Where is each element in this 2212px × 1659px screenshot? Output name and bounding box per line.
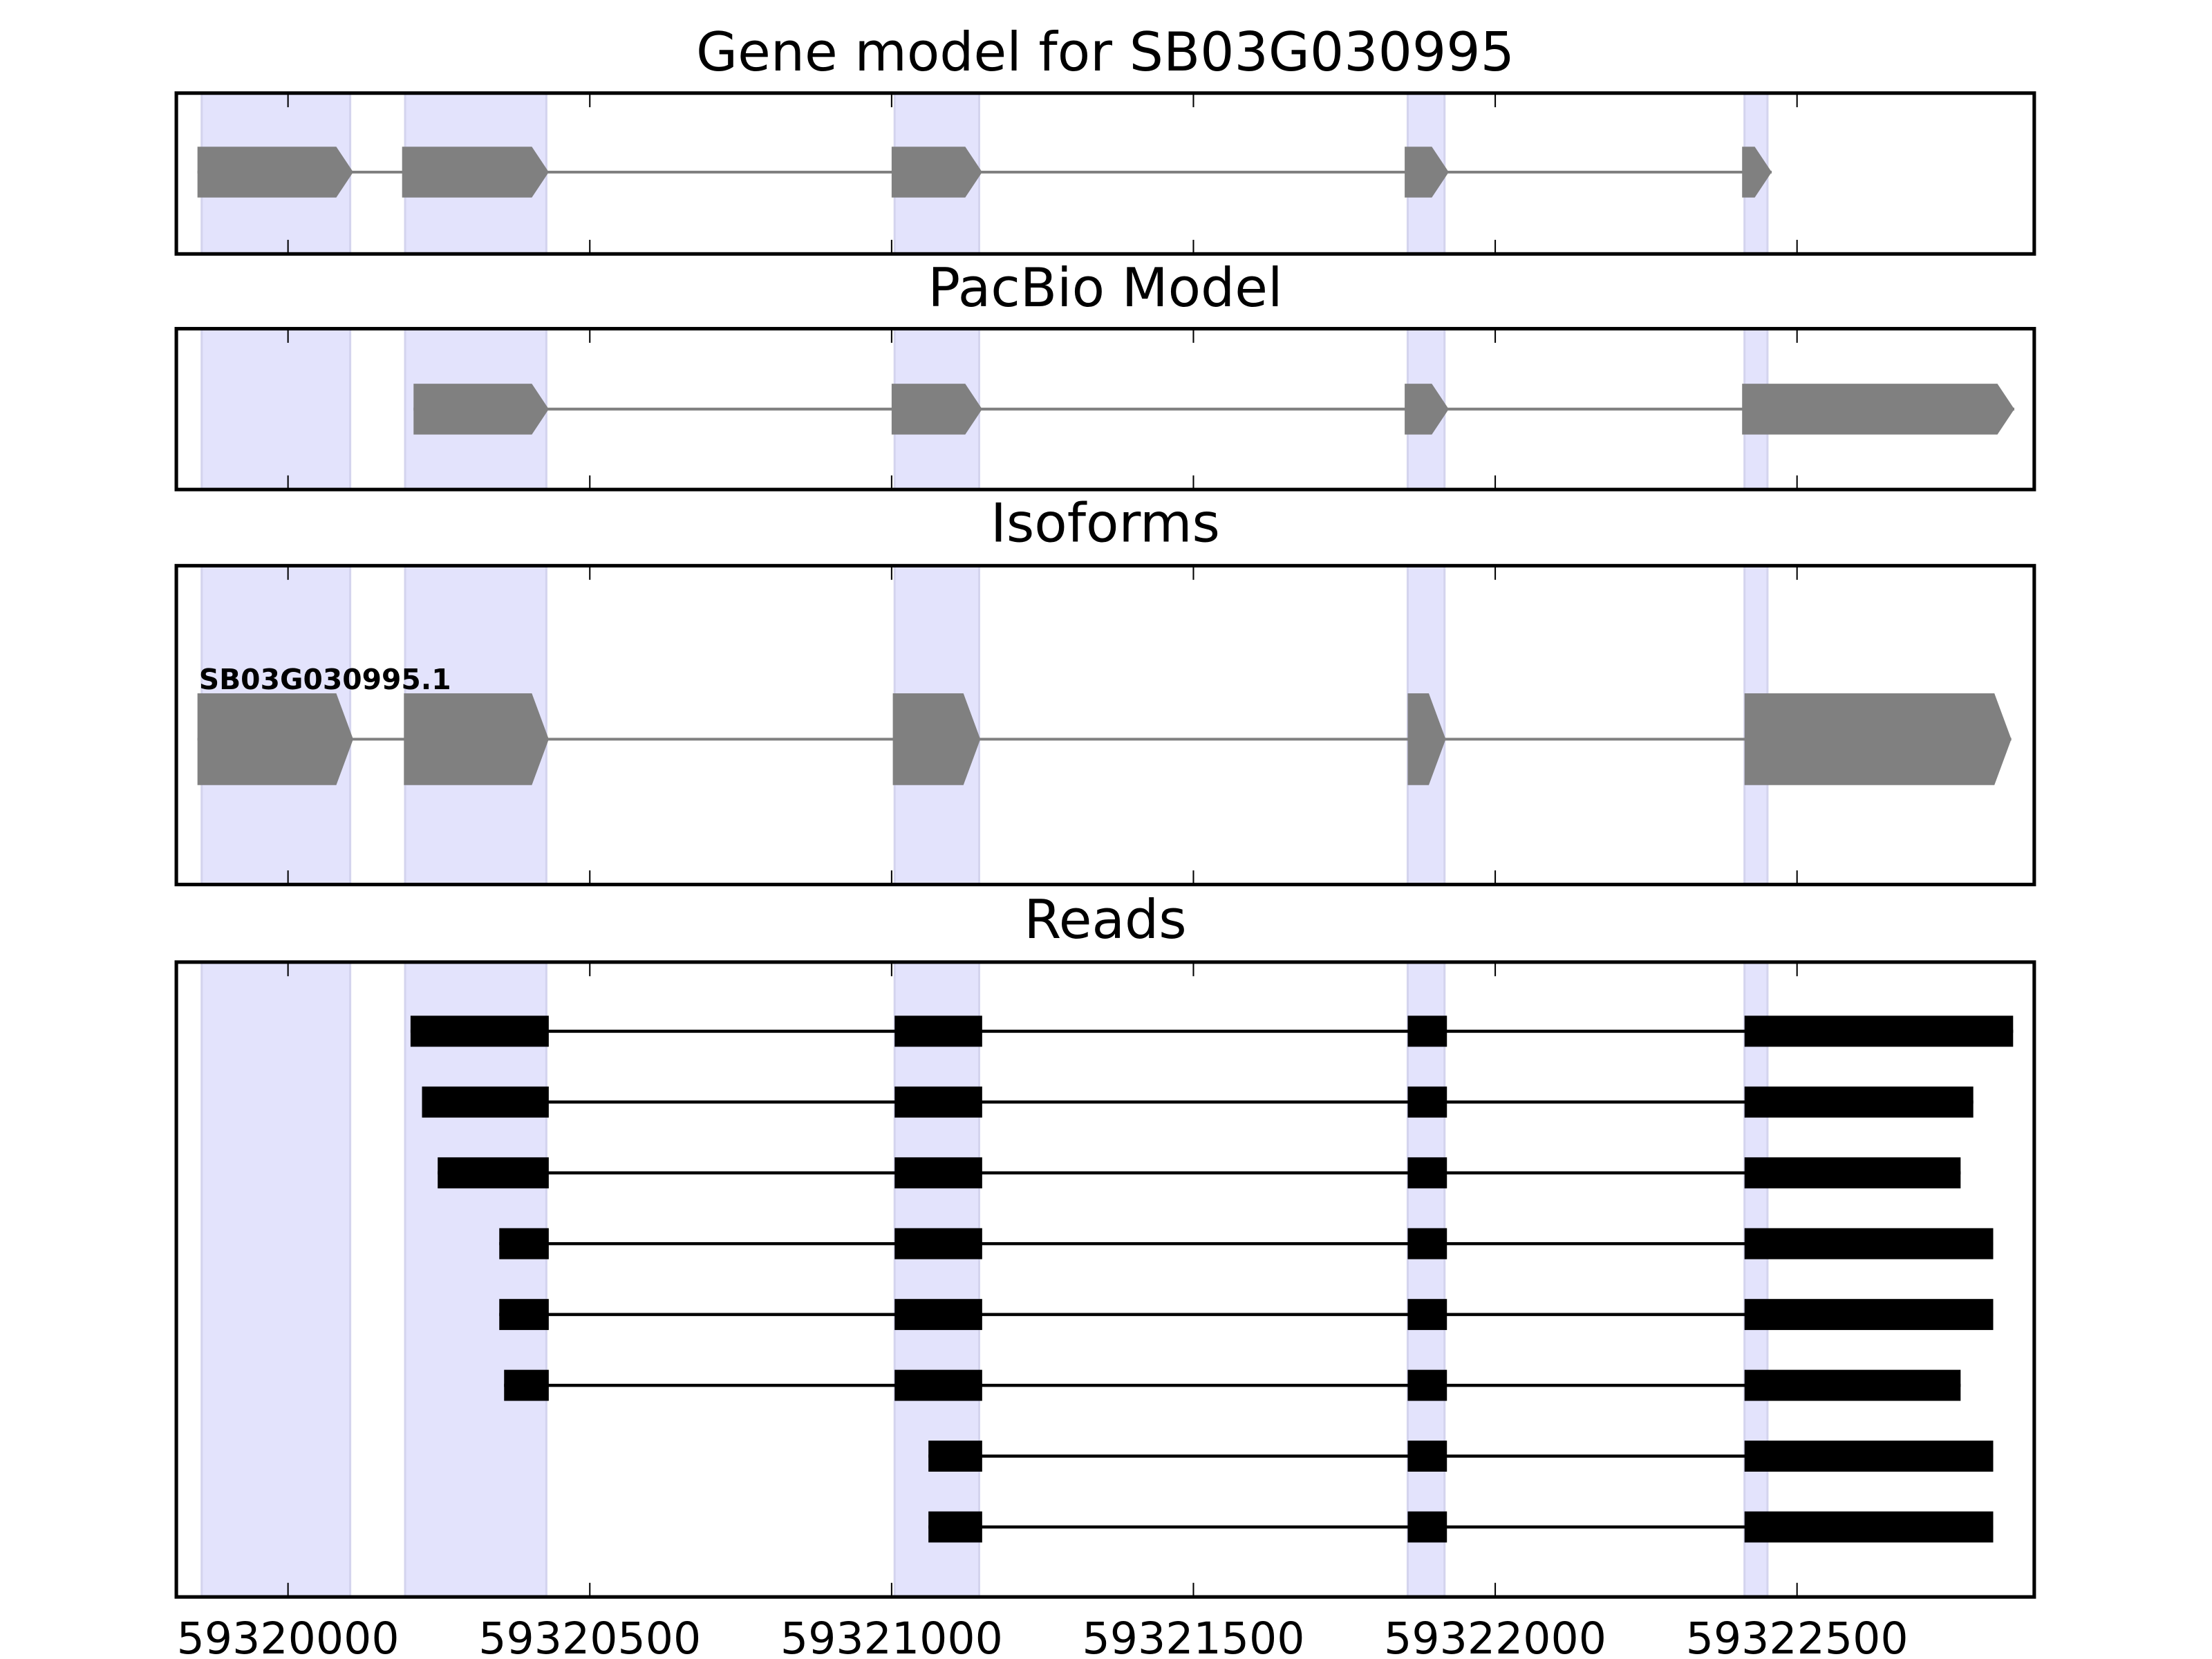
read-exon-block [1744,1086,1974,1118]
read-exon-block [438,1157,549,1189]
read-exon-block [894,1369,982,1401]
panel-model-0: Gene model for SB03G030995 [174,21,2036,256]
read-exon-block [410,1015,549,1047]
axes-frame [174,563,2036,887]
read-exon-block [499,1299,549,1331]
x-tick-label: 59320000 [177,1613,400,1659]
exon-highlight-region [404,961,547,1598]
exon-block [1407,693,1446,785]
read-exon-block [928,1441,982,1472]
exon-highlight-region [1406,961,1446,1598]
read-exon-block [499,1228,549,1259]
read-exon-block [1744,1157,1961,1189]
x-tick-label: 59321500 [1082,1613,1305,1659]
read-exon-block [1744,1228,1994,1259]
x-tick-label: 59321000 [780,1613,1003,1659]
exon-block [1744,693,2012,785]
exon-block [1742,384,2015,435]
exon-block [1405,147,1449,198]
exon-block [197,147,353,198]
axes-frame [174,326,2036,491]
read-exon-block [894,1299,982,1331]
read-exon-block [894,1228,982,1259]
exon-block [891,384,982,435]
isoform-label: SB03G030995.1 [199,663,451,696]
exon-block [1405,384,1449,435]
exon-block [1742,147,1772,198]
exon-block [404,693,549,785]
x-tick-label: 59320500 [478,1613,701,1659]
read-exon-block [1744,1015,2014,1047]
exon-highlight-region [200,327,352,491]
exon-highlight-region [1743,961,1769,1598]
exon-highlight-region [893,961,981,1598]
read-exon-block [894,1157,982,1189]
read-exon-block [1407,1299,1447,1331]
exon-highlight-region [200,961,352,1598]
panel-title: Gene model for SB03G030995 [696,21,1515,84]
panel-title: Reads [1024,889,1186,951]
read-exon-block [1407,1086,1447,1118]
axes-frame [174,960,2036,1599]
x-tick-label: 59322500 [1686,1613,1909,1659]
read-exon-block [1407,1015,1447,1047]
read-exon-block [894,1086,982,1118]
exon-block [402,147,549,198]
exon-block [413,384,549,435]
read-exon-block [1744,1299,1994,1331]
x-tick-label: 59322000 [1384,1613,1606,1659]
read-exon-block [1407,1228,1447,1259]
read-exon-block [928,1511,982,1543]
panel-isoform-2: Isoforms SB03G030995.1 [174,493,2036,887]
exon-block [891,147,982,198]
read-exon-block [894,1015,982,1047]
exon-block [197,693,353,785]
read-exon-block [1744,1511,1994,1543]
panel-title: Isoforms [991,493,1220,555]
read-exon-block [1407,1511,1447,1543]
read-exon-block [1744,1441,1994,1472]
panel-model-1: PacBio Model [174,257,2036,491]
read-exon-block [504,1369,549,1401]
read-exon-block [1744,1369,1961,1401]
panel-reads-3: Reads [174,889,2036,1599]
read-exon-block [1407,1157,1447,1189]
axes-frame [174,91,2036,256]
panel-title: PacBio Model [928,257,1282,319]
exon-block [892,693,981,785]
read-exon-block [1407,1369,1447,1401]
read-exon-block [422,1086,549,1118]
read-exon-block [1407,1441,1447,1472]
